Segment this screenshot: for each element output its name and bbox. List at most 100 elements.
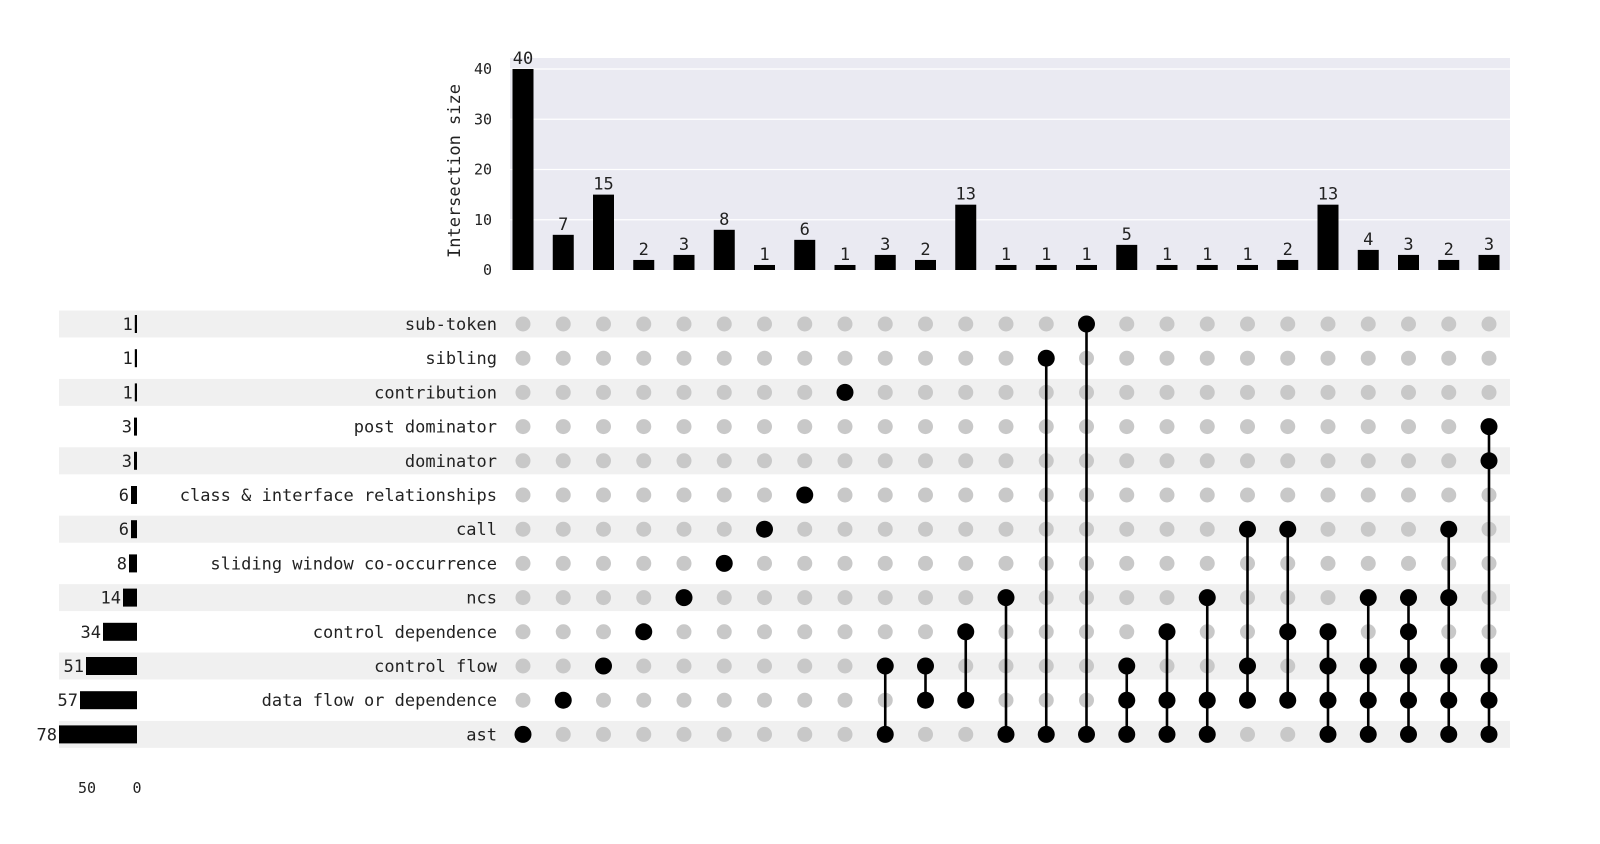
matrix-dot-inactive (676, 419, 692, 435)
matrix-dot-inactive (958, 726, 974, 742)
matrix-dot-active (796, 486, 814, 504)
matrix-dot-inactive (1360, 555, 1376, 571)
intersection-bar (1438, 259, 1460, 270)
bar-value-label: 1 (1001, 245, 1011, 265)
matrix-dot-inactive (918, 726, 933, 742)
matrix-dot-inactive (797, 726, 813, 742)
intersection-bar (1076, 264, 1097, 270)
intersection-bar (713, 229, 735, 270)
bar-value-label: 1 (840, 245, 850, 265)
y-tick-label: 20 (474, 161, 492, 179)
matrix-dot-inactive (1320, 384, 1336, 400)
matrix-dot-inactive (958, 590, 974, 606)
matrix-dot-inactive (1199, 521, 1215, 537)
matrix-dot-active (1440, 589, 1458, 607)
matrix-dot-inactive (636, 453, 652, 469)
set-name-label: ast (466, 725, 497, 745)
matrix-dot-inactive (958, 384, 974, 400)
matrix-dot-inactive (877, 419, 893, 435)
matrix-dot-active (876, 725, 894, 743)
set-size-label: 1 (123, 349, 133, 369)
bar-value-label: 15 (593, 175, 613, 195)
bar-value-label: 13 (1318, 185, 1338, 205)
matrix-dot-inactive (837, 419, 853, 435)
matrix-dot-inactive (1119, 487, 1135, 503)
matrix-dot-active (1400, 657, 1417, 675)
matrix-dot-inactive (877, 350, 893, 366)
matrix-dot-inactive (515, 419, 531, 435)
bar-value-label: 3 (1403, 235, 1413, 255)
matrix-dot-active (1480, 725, 1498, 743)
matrix-dot-inactive (918, 316, 933, 332)
matrix-dot-inactive (757, 350, 772, 366)
matrix-dot-inactive (1280, 726, 1296, 742)
matrix-dot-inactive (515, 555, 531, 571)
matrix-dot-inactive (837, 521, 853, 537)
matrix-dot-inactive (555, 521, 571, 537)
matrix-dot-active (514, 725, 532, 743)
matrix-dot-inactive (757, 555, 772, 571)
matrix-dot-inactive (515, 590, 531, 606)
matrix-dot-inactive (1360, 487, 1376, 503)
matrix-dot-active (1239, 691, 1256, 709)
matrix-dot-active (1440, 657, 1458, 675)
matrix-dot-inactive (1441, 316, 1457, 332)
intersection-bar (1478, 254, 1500, 270)
matrix-dot-inactive (515, 658, 531, 674)
matrix-dot-active (1400, 725, 1417, 743)
matrix-dot-inactive (596, 624, 611, 640)
matrix-dot-inactive (596, 521, 611, 537)
matrix-dot-inactive (757, 419, 772, 435)
matrix-dot-inactive (636, 384, 652, 400)
matrix-dot-active (1400, 589, 1417, 607)
matrix-dot-inactive (1320, 419, 1336, 435)
row-stripe (59, 378, 1510, 406)
matrix-dot-inactive (1159, 419, 1175, 435)
matrix-dot-inactive (1159, 487, 1175, 503)
matrix-dot-inactive (877, 624, 893, 640)
set-size-bars (59, 315, 137, 744)
matrix-dot-inactive (555, 624, 571, 640)
set-size-label: 6 (119, 486, 129, 506)
matrix-dot-inactive (918, 555, 933, 571)
row-stripe (59, 515, 1510, 543)
matrix-dot-inactive (1441, 419, 1457, 435)
matrix-dot-inactive (716, 590, 732, 606)
matrix-dot-inactive (877, 521, 893, 537)
matrix-dot-inactive (757, 590, 772, 606)
matrix-dot-active (1118, 657, 1136, 675)
intersection-bar (1277, 259, 1299, 270)
intersection-bar (512, 69, 534, 270)
set-size-bar (134, 383, 137, 402)
matrix-dot-active (1440, 520, 1458, 538)
matrix-dot-inactive (837, 350, 853, 366)
matrix-dot-inactive (918, 350, 933, 366)
matrix-dot-active (1319, 725, 1337, 743)
matrix-dot-inactive (716, 521, 732, 537)
matrix-dot-inactive (555, 590, 571, 606)
matrix-dot-inactive (716, 624, 732, 640)
matrix-dot-inactive (515, 384, 531, 400)
set-name-label: sibling (425, 349, 497, 369)
matrix-dot-inactive (918, 453, 933, 469)
bar-value-label: 1 (1041, 245, 1051, 265)
intersection-bar (1035, 264, 1057, 270)
matrix-dot-inactive (1360, 521, 1376, 537)
row-stripe (59, 720, 1510, 748)
matrix-dot-inactive (958, 555, 974, 571)
matrix-dot-active (715, 554, 733, 572)
y-tick-label: 0 (483, 261, 492, 279)
matrix-dot-inactive (716, 692, 732, 708)
bar-value-label: 1 (1202, 245, 1212, 265)
intersection-bar (552, 234, 574, 270)
matrix-dot-active (1400, 623, 1417, 641)
matrix-dot-inactive (1119, 590, 1135, 606)
matrix-dot-active (1319, 657, 1337, 675)
set-size-label: 1 (123, 383, 133, 403)
intersection-bar (1116, 244, 1138, 270)
matrix-dot-inactive (837, 658, 853, 674)
matrix-dot-inactive (797, 590, 813, 606)
matrix-dot-inactive (1199, 419, 1215, 435)
matrix-dot-inactive (515, 624, 531, 640)
set-size-label: 3 (122, 418, 132, 438)
